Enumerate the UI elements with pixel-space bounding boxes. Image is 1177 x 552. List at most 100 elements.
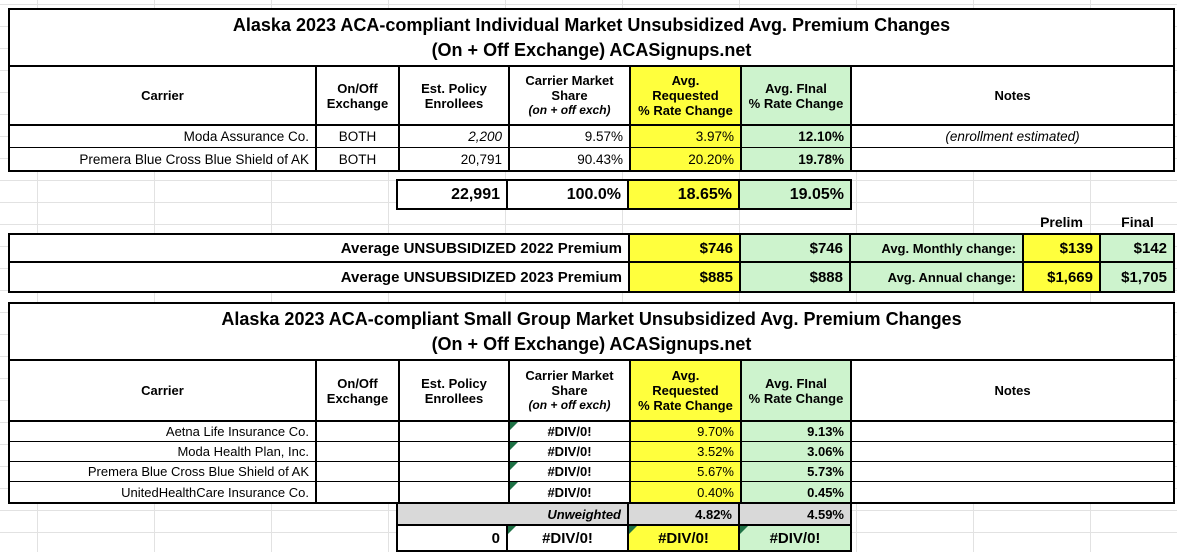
unweighted-final[interactable]: 4.59%: [740, 504, 850, 524]
error-triangle-icon: [508, 526, 516, 534]
error-triangle-icon: [510, 462, 518, 470]
cell-market-share[interactable]: #DIV/0!: [510, 462, 631, 481]
cell-exchange[interactable]: [317, 442, 400, 461]
cell-requested-rate[interactable]: 9.70%: [631, 422, 742, 441]
title-line-1: Alaska 2023 ACA-compliant Small Group Ma…: [221, 308, 962, 329]
table-row: Moda Assurance Co. BOTH 2,200 9.57% 3.97…: [10, 126, 1173, 148]
cell-final-rate[interactable]: 19.78%: [742, 148, 852, 170]
prelim-label: Prelim: [1040, 214, 1083, 230]
annual-change-label: Avg. Annual change:: [851, 263, 1024, 291]
cell-notes[interactable]: [852, 462, 1173, 481]
error-triangle-icon: [510, 482, 518, 490]
total-final-rate[interactable]: #DIV/0!: [740, 526, 850, 550]
cell-carrier[interactable]: Aetna Life Insurance Co.: [10, 422, 317, 441]
header-market-share-main: Carrier Market Share: [525, 73, 614, 103]
total-market-share[interactable]: #DIV/0!: [508, 526, 629, 550]
small-group-market-title: Alaska 2023 ACA-compliant Small Group Ma…: [10, 304, 1173, 361]
table-row: UnitedHealthCare Insurance Co. #DIV/0! 0…: [10, 482, 1173, 502]
cell-enrollees[interactable]: [400, 462, 510, 481]
cell-notes[interactable]: [852, 422, 1173, 441]
small-group-market-table: Alaska 2023 ACA-compliant Small Group Ma…: [8, 302, 1175, 504]
cell-enrollees[interactable]: 2,200: [400, 126, 510, 147]
cell-notes[interactable]: (enrollment estimated): [945, 129, 1080, 144]
monthly-change-label: Avg. Monthly change:: [851, 235, 1024, 261]
header-carrier: Carrier: [10, 361, 317, 420]
cell-enrollees[interactable]: [400, 442, 510, 461]
cell-exchange[interactable]: [317, 482, 400, 502]
cell-final-rate[interactable]: 3.06%: [742, 442, 852, 461]
table-row: Premera Blue Cross Blue Shield of AK BOT…: [10, 148, 1173, 170]
prelim-final-header: Prelim Final: [1023, 211, 1175, 233]
final-label: Final: [1121, 214, 1154, 230]
cell-carrier[interactable]: Moda Health Plan, Inc.: [10, 442, 317, 461]
annual-change-final[interactable]: $1,705: [1101, 263, 1173, 291]
header-market-share: Carrier Market Share (on + off exch): [510, 361, 631, 420]
cell-final-rate[interactable]: 5.73%: [742, 462, 852, 481]
cell-requested-rate[interactable]: 0.40%: [631, 482, 742, 502]
total-enrollees[interactable]: 0: [398, 526, 508, 550]
error-triangle-icon: [510, 442, 518, 450]
cell-exchange[interactable]: BOTH: [317, 126, 400, 147]
header-final-rate: Avg. FInal % Rate Change: [742, 67, 852, 124]
premium-2022-final[interactable]: $746: [741, 235, 851, 261]
header-requested-rate: Avg. Requested % Rate Change: [631, 361, 742, 420]
cell-carrier[interactable]: Premera Blue Cross Blue Shield of AK: [10, 462, 317, 481]
cell-final-rate[interactable]: 0.45%: [742, 482, 852, 502]
premium-2023-final[interactable]: $888: [741, 263, 851, 291]
premium-2022-requested[interactable]: $746: [630, 235, 741, 261]
total-final-rate[interactable]: 19.05%: [740, 181, 850, 208]
premium-row-2023: Average UNSUBSIDIZED 2023 Premium $885 $…: [10, 263, 1173, 291]
table-row: Aetna Life Insurance Co. #DIV/0! 9.70% 9…: [10, 422, 1173, 442]
total-enrollees[interactable]: 22,991: [398, 181, 508, 208]
total-requested-rate[interactable]: 18.65%: [629, 181, 740, 208]
small-group-totals-row: 0 #DIV/0! #DIV/0! #DIV/0!: [396, 524, 852, 552]
cell-enrollees[interactable]: 20,791: [400, 148, 510, 170]
cell-carrier[interactable]: UnitedHealthCare Insurance Co.: [10, 482, 317, 502]
cell-market-share[interactable]: 90.43%: [510, 148, 631, 170]
cell-requested-rate[interactable]: 3.97%: [631, 126, 742, 147]
header-market-share-sub: (on + off exch): [528, 398, 611, 412]
header-notes: Notes: [994, 383, 1031, 398]
cell-market-share[interactable]: #DIV/0!: [510, 442, 631, 461]
cell-enrollees[interactable]: [400, 482, 510, 502]
header-enrollees: Est. Policy Enrollees: [400, 361, 510, 420]
cell-exchange[interactable]: [317, 462, 400, 481]
cell-requested-rate[interactable]: 20.20%: [631, 148, 742, 170]
header-exchange: On/Off Exchange: [317, 67, 400, 124]
cell-market-share[interactable]: #DIV/0!: [510, 422, 631, 441]
column-header-row: Carrier On/Off Exchange Est. Policy Enro…: [10, 67, 1173, 126]
table-row: Moda Health Plan, Inc. #DIV/0! 3.52% 3.0…: [10, 442, 1173, 462]
cell-carrier[interactable]: Premera Blue Cross Blue Shield of AK: [10, 148, 317, 170]
cell-exchange[interactable]: BOTH: [317, 148, 400, 170]
cell-final-rate[interactable]: 12.10%: [742, 126, 852, 147]
header-carrier: Carrier: [10, 67, 317, 124]
cell-exchange[interactable]: [317, 422, 400, 441]
header-exchange: On/Off Exchange: [317, 361, 400, 420]
annual-change-prelim[interactable]: $1,669: [1024, 263, 1101, 291]
monthly-change-prelim[interactable]: $139: [1024, 235, 1101, 261]
unweighted-row: Unweighted 4.82% 4.59%: [396, 502, 852, 526]
premium-2023-label: Average UNSUBSIDIZED 2023 Premium: [10, 263, 630, 291]
header-market-share-main: Carrier Market Share: [525, 368, 614, 398]
cell-notes[interactable]: [852, 148, 1173, 170]
individual-market-title: Alaska 2023 ACA-compliant Individual Mar…: [10, 10, 1173, 67]
total-requested-rate[interactable]: #DIV/0!: [629, 526, 740, 550]
unweighted-requested[interactable]: 4.82%: [629, 504, 740, 524]
title-line-2: (On + Off Exchange) ACASignups.net: [431, 333, 752, 354]
cell-notes[interactable]: [852, 442, 1173, 461]
premium-2023-requested[interactable]: $885: [630, 263, 741, 291]
cell-notes[interactable]: [852, 482, 1173, 502]
cell-carrier[interactable]: Moda Assurance Co.: [10, 126, 317, 147]
error-triangle-icon: [740, 526, 748, 534]
monthly-change-final[interactable]: $142: [1101, 235, 1173, 261]
cell-requested-rate[interactable]: 3.52%: [631, 442, 742, 461]
header-enrollees: Est. Policy Enrollees: [400, 67, 510, 124]
total-market-share[interactable]: 100.0%: [508, 181, 629, 208]
cell-requested-rate[interactable]: 5.67%: [631, 462, 742, 481]
cell-final-rate[interactable]: 9.13%: [742, 422, 852, 441]
cell-market-share[interactable]: 9.57%: [510, 126, 631, 147]
cell-enrollees[interactable]: [400, 422, 510, 441]
premium-row-2022: Average UNSUBSIDIZED 2022 Premium $746 $…: [10, 235, 1173, 263]
cell-market-share[interactable]: #DIV/0!: [510, 482, 631, 502]
title-line-1: Alaska 2023 ACA-compliant Individual Mar…: [232, 14, 951, 35]
